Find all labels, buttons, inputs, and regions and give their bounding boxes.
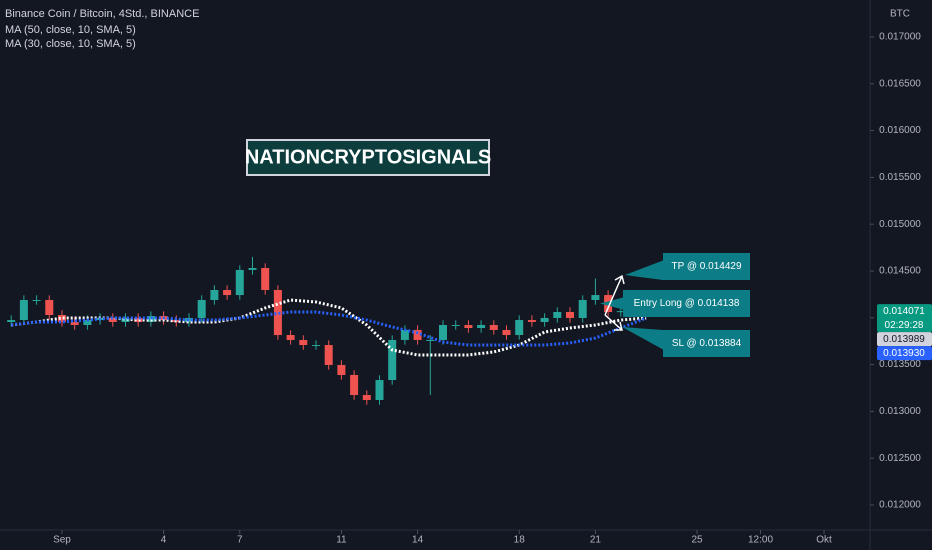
countdown: 02:29:28 bbox=[885, 320, 924, 331]
candle-body bbox=[362, 395, 371, 400]
candle-body bbox=[7, 320, 16, 323]
arrow bbox=[604, 274, 625, 331]
x-tick-label: Okt bbox=[816, 535, 832, 546]
candle-body bbox=[45, 300, 54, 315]
candle-body bbox=[375, 380, 384, 400]
candle-body bbox=[489, 325, 498, 330]
candle-body bbox=[553, 311, 562, 318]
candle-body bbox=[286, 335, 295, 340]
y-tick-label: 0.014500 bbox=[879, 266, 921, 277]
price-label: 0.013930 bbox=[883, 348, 925, 359]
callout-box bbox=[622, 327, 750, 357]
candle-body bbox=[299, 339, 308, 346]
x-tick-label: 14 bbox=[412, 535, 424, 546]
candle-body bbox=[464, 325, 473, 328]
callout-box bbox=[625, 253, 750, 280]
candle-body bbox=[502, 329, 511, 336]
candle-body bbox=[515, 320, 524, 336]
candle-body bbox=[273, 289, 282, 336]
x-tick-label: 7 bbox=[237, 535, 243, 546]
callout-box bbox=[600, 290, 750, 317]
x-tick-label: 4 bbox=[161, 535, 167, 546]
annotation: SL @ 0.013884 bbox=[672, 338, 742, 349]
candle-body bbox=[134, 317, 143, 323]
candle-body bbox=[197, 300, 206, 318]
y-tick-label: 0.012000 bbox=[879, 500, 921, 511]
candle-body bbox=[311, 345, 320, 347]
candle-body bbox=[83, 320, 92, 326]
watermark: NATIONCRYPTOSIGNALS bbox=[245, 146, 491, 168]
annotation: TP @ 0.014429 bbox=[671, 261, 741, 272]
legend-entry: MA (30, close, 10, SMA, 5) bbox=[5, 38, 136, 50]
candle-body bbox=[540, 317, 549, 323]
x-tick-label: 11 bbox=[336, 535, 347, 546]
candle-body bbox=[121, 317, 130, 323]
candle-body bbox=[70, 322, 79, 326]
candle-body bbox=[324, 345, 333, 365]
moving-average bbox=[11, 298, 647, 357]
candle-body bbox=[210, 289, 219, 301]
x-tick-label: Sep bbox=[53, 535, 71, 546]
y-unit: BTC bbox=[890, 9, 910, 20]
chart-title: Binance Coin / Bitcoin, 4Std., BINANCE bbox=[5, 8, 199, 20]
candle-body bbox=[184, 317, 193, 323]
candle-body bbox=[439, 325, 448, 340]
candle-body bbox=[566, 311, 575, 318]
y-tick-label: 0.015500 bbox=[879, 172, 921, 183]
candle-body bbox=[235, 269, 244, 296]
candle-body bbox=[451, 325, 460, 327]
x-tick-label: 25 bbox=[691, 535, 703, 546]
candle-body bbox=[248, 267, 257, 270]
y-tick-label: 0.013000 bbox=[879, 406, 921, 417]
candle-body bbox=[591, 295, 600, 301]
candle-body bbox=[57, 314, 66, 323]
y-tick-label: 0.013500 bbox=[879, 359, 921, 370]
candle-body bbox=[261, 267, 270, 290]
x-tick-label: 21 bbox=[590, 535, 602, 546]
legend-entry: MA (50, close, 10, SMA, 5) bbox=[5, 24, 136, 36]
y-tick-label: 0.012500 bbox=[879, 453, 921, 464]
x-tick-label: 18 bbox=[514, 535, 526, 546]
candle-body bbox=[616, 311, 625, 313]
watermark-box bbox=[246, 139, 490, 176]
candle-body bbox=[400, 329, 409, 340]
price-label: 0.013989 bbox=[883, 334, 925, 345]
candle-body bbox=[108, 317, 117, 323]
candle-body bbox=[350, 374, 359, 396]
candle-body bbox=[578, 300, 587, 318]
annotation: Entry Long @ 0.014138 bbox=[634, 298, 740, 309]
price-label: 0.014071 bbox=[883, 306, 925, 317]
candle-body bbox=[477, 325, 486, 328]
price-label-box bbox=[877, 346, 932, 361]
candle-body bbox=[413, 329, 422, 340]
y-tick-label: 0.015000 bbox=[879, 219, 921, 230]
y-tick-label: 0.017000 bbox=[879, 32, 921, 43]
price-label-box bbox=[877, 304, 932, 333]
y-tick-label: 0.016500 bbox=[879, 78, 921, 89]
candle-body bbox=[426, 339, 435, 341]
x-tick-label: 12:00 bbox=[748, 535, 773, 546]
candle-body bbox=[223, 289, 232, 296]
price-label-box bbox=[877, 332, 932, 347]
candle-body bbox=[527, 320, 536, 323]
candle-body bbox=[337, 364, 346, 375]
candle-body bbox=[388, 339, 397, 381]
candle-body bbox=[32, 300, 41, 302]
candle-body bbox=[19, 300, 28, 321]
y-tick-label: 0.016000 bbox=[879, 125, 921, 136]
